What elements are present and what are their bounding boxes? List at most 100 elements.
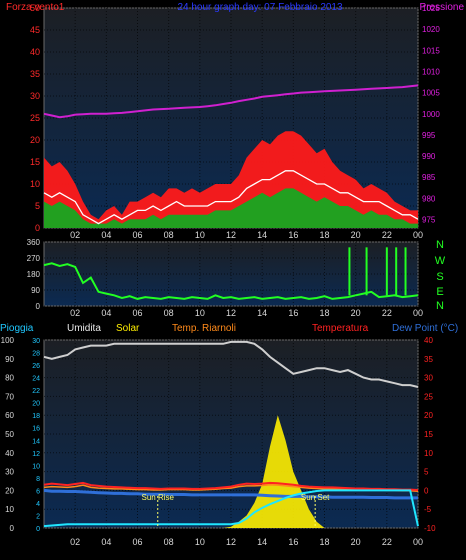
sunset-label: Sun Set — [301, 493, 330, 502]
pressure-right-tick: 975 — [422, 216, 436, 225]
temp-x-tick: 04 — [101, 537, 111, 547]
pressure-right-tick: 985 — [422, 173, 436, 182]
direction-x-tick: 14 — [257, 308, 267, 318]
legend-item: Solar — [116, 323, 140, 334]
rain-tick: 22 — [32, 388, 40, 395]
legend-item: Pioggia — [0, 323, 34, 334]
temp-right-tick: 25 — [424, 392, 433, 401]
humidity-tick: 0 — [10, 524, 15, 533]
wind-left-tick: 5 — [35, 201, 40, 211]
wind-left-tick: 35 — [30, 69, 40, 79]
temp-x-tick: 14 — [257, 537, 267, 547]
temp-x-tick: 20 — [351, 537, 361, 547]
compass-label: N — [436, 239, 444, 251]
direction-x-tick: 06 — [132, 308, 142, 318]
direction-x-tick: 22 — [382, 308, 392, 318]
temp-x-tick: 18 — [319, 537, 329, 547]
direction-x-tick: 10 — [195, 308, 205, 318]
rain-tick: 10 — [32, 463, 40, 470]
direction-y-tick: 360 — [27, 238, 41, 247]
rain-tick: 0 — [36, 526, 40, 533]
pressure-axis-label: Pressione — [420, 2, 465, 13]
rain-tick: 14 — [32, 438, 40, 445]
direction-x-tick: 18 — [319, 308, 329, 318]
rain-tick: 8 — [36, 476, 40, 483]
rain-tick: 18 — [32, 413, 40, 420]
wind-left-tick: 30 — [30, 91, 40, 101]
temp-x-tick: 22 — [382, 537, 392, 547]
temp-right-tick: -10 — [424, 524, 436, 533]
rain-tick: 2 — [36, 513, 40, 520]
wind-x-tick: 16 — [288, 230, 298, 240]
rain-tick: 28 — [32, 351, 40, 358]
wind-avg-series-line — [43, 170, 419, 225]
temp-right-tick: 20 — [424, 411, 433, 420]
temp-right-tick: 5 — [424, 468, 429, 477]
temp-right-tick: 30 — [424, 374, 433, 383]
temp-right-tick: 10 — [424, 449, 433, 458]
legend-item: Dew Point (°C) — [392, 323, 458, 334]
sunrise-label: Sun Rise — [142, 493, 175, 502]
pressure-right-tick: 1005 — [422, 89, 440, 98]
compass-label: N — [436, 300, 444, 312]
wind-x-tick: 18 — [319, 230, 329, 240]
wind-x-tick: 06 — [132, 230, 142, 240]
pressure-series-line — [43, 84, 419, 119]
pressure-right-tick: 1020 — [422, 25, 440, 34]
wind-x-tick: 00 — [413, 230, 423, 240]
pressure-right-tick: 1025 — [422, 4, 440, 13]
direction-x-tick: 16 — [288, 308, 298, 318]
wind-left-tick: 15 — [30, 157, 40, 167]
temp-right-tick: -5 — [424, 505, 432, 514]
wind-left-tick: 10 — [30, 179, 40, 189]
wind-x-tick: 04 — [101, 230, 111, 240]
direction-x-tick: 00 — [413, 308, 423, 318]
temperature-series-line — [43, 481, 419, 491]
humidity-tick: 10 — [5, 505, 14, 514]
pressure-right-tick: 1000 — [422, 110, 440, 119]
compass-label: W — [435, 255, 446, 267]
humidity-tick: 80 — [5, 374, 14, 383]
legend-item: Umidita — [67, 323, 101, 334]
pressure-right-tick: 990 — [422, 152, 436, 161]
temp-x-tick: 08 — [164, 537, 174, 547]
legend-item: Temperatura — [312, 323, 369, 334]
wind-x-tick: 22 — [382, 230, 392, 240]
direction-x-tick: 08 — [164, 308, 174, 318]
wind-x-tick: 08 — [164, 230, 174, 240]
temp-x-tick: 16 — [288, 537, 298, 547]
direction-x-tick: 02 — [70, 308, 80, 318]
humidity-tick: 60 — [5, 411, 14, 420]
temp-right-tick: 0 — [424, 486, 429, 495]
direction-series-line — [43, 262, 419, 300]
direction-x-tick: 12 — [226, 308, 236, 318]
humidity-tick: 90 — [5, 355, 14, 364]
humidity-tick: 20 — [5, 486, 14, 495]
rain-tick: 6 — [36, 488, 40, 495]
compass-label: E — [436, 286, 443, 298]
wind-x-tick: 10 — [195, 230, 205, 240]
rain-tick: 30 — [32, 338, 40, 345]
wind-x-tick: 12 — [226, 230, 236, 240]
rain-tick: 24 — [32, 376, 40, 383]
temp-right-tick: 15 — [424, 430, 433, 439]
pressure-right-tick: 1015 — [422, 46, 440, 55]
direction-y-tick: 0 — [36, 302, 41, 311]
temp-x-tick: 10 — [195, 537, 205, 547]
wind-x-tick: 14 — [257, 230, 267, 240]
pressure-right-tick: 995 — [422, 131, 436, 140]
direction-y-tick: 270 — [27, 254, 41, 263]
humidity-tick: 40 — [5, 449, 14, 458]
wind-left-tick: 25 — [30, 113, 40, 123]
direction-y-tick: 180 — [27, 270, 41, 279]
humidity-tick: 50 — [5, 430, 14, 439]
compass-label: S — [436, 271, 443, 283]
direction-x-tick: 04 — [101, 308, 111, 318]
direction-y-tick: 90 — [31, 286, 40, 295]
dewpoint-series-line — [43, 488, 418, 500]
wind-left-tick: 20 — [30, 135, 40, 145]
humidity-tick: 70 — [5, 392, 14, 401]
humidity-series-line — [43, 340, 419, 388]
